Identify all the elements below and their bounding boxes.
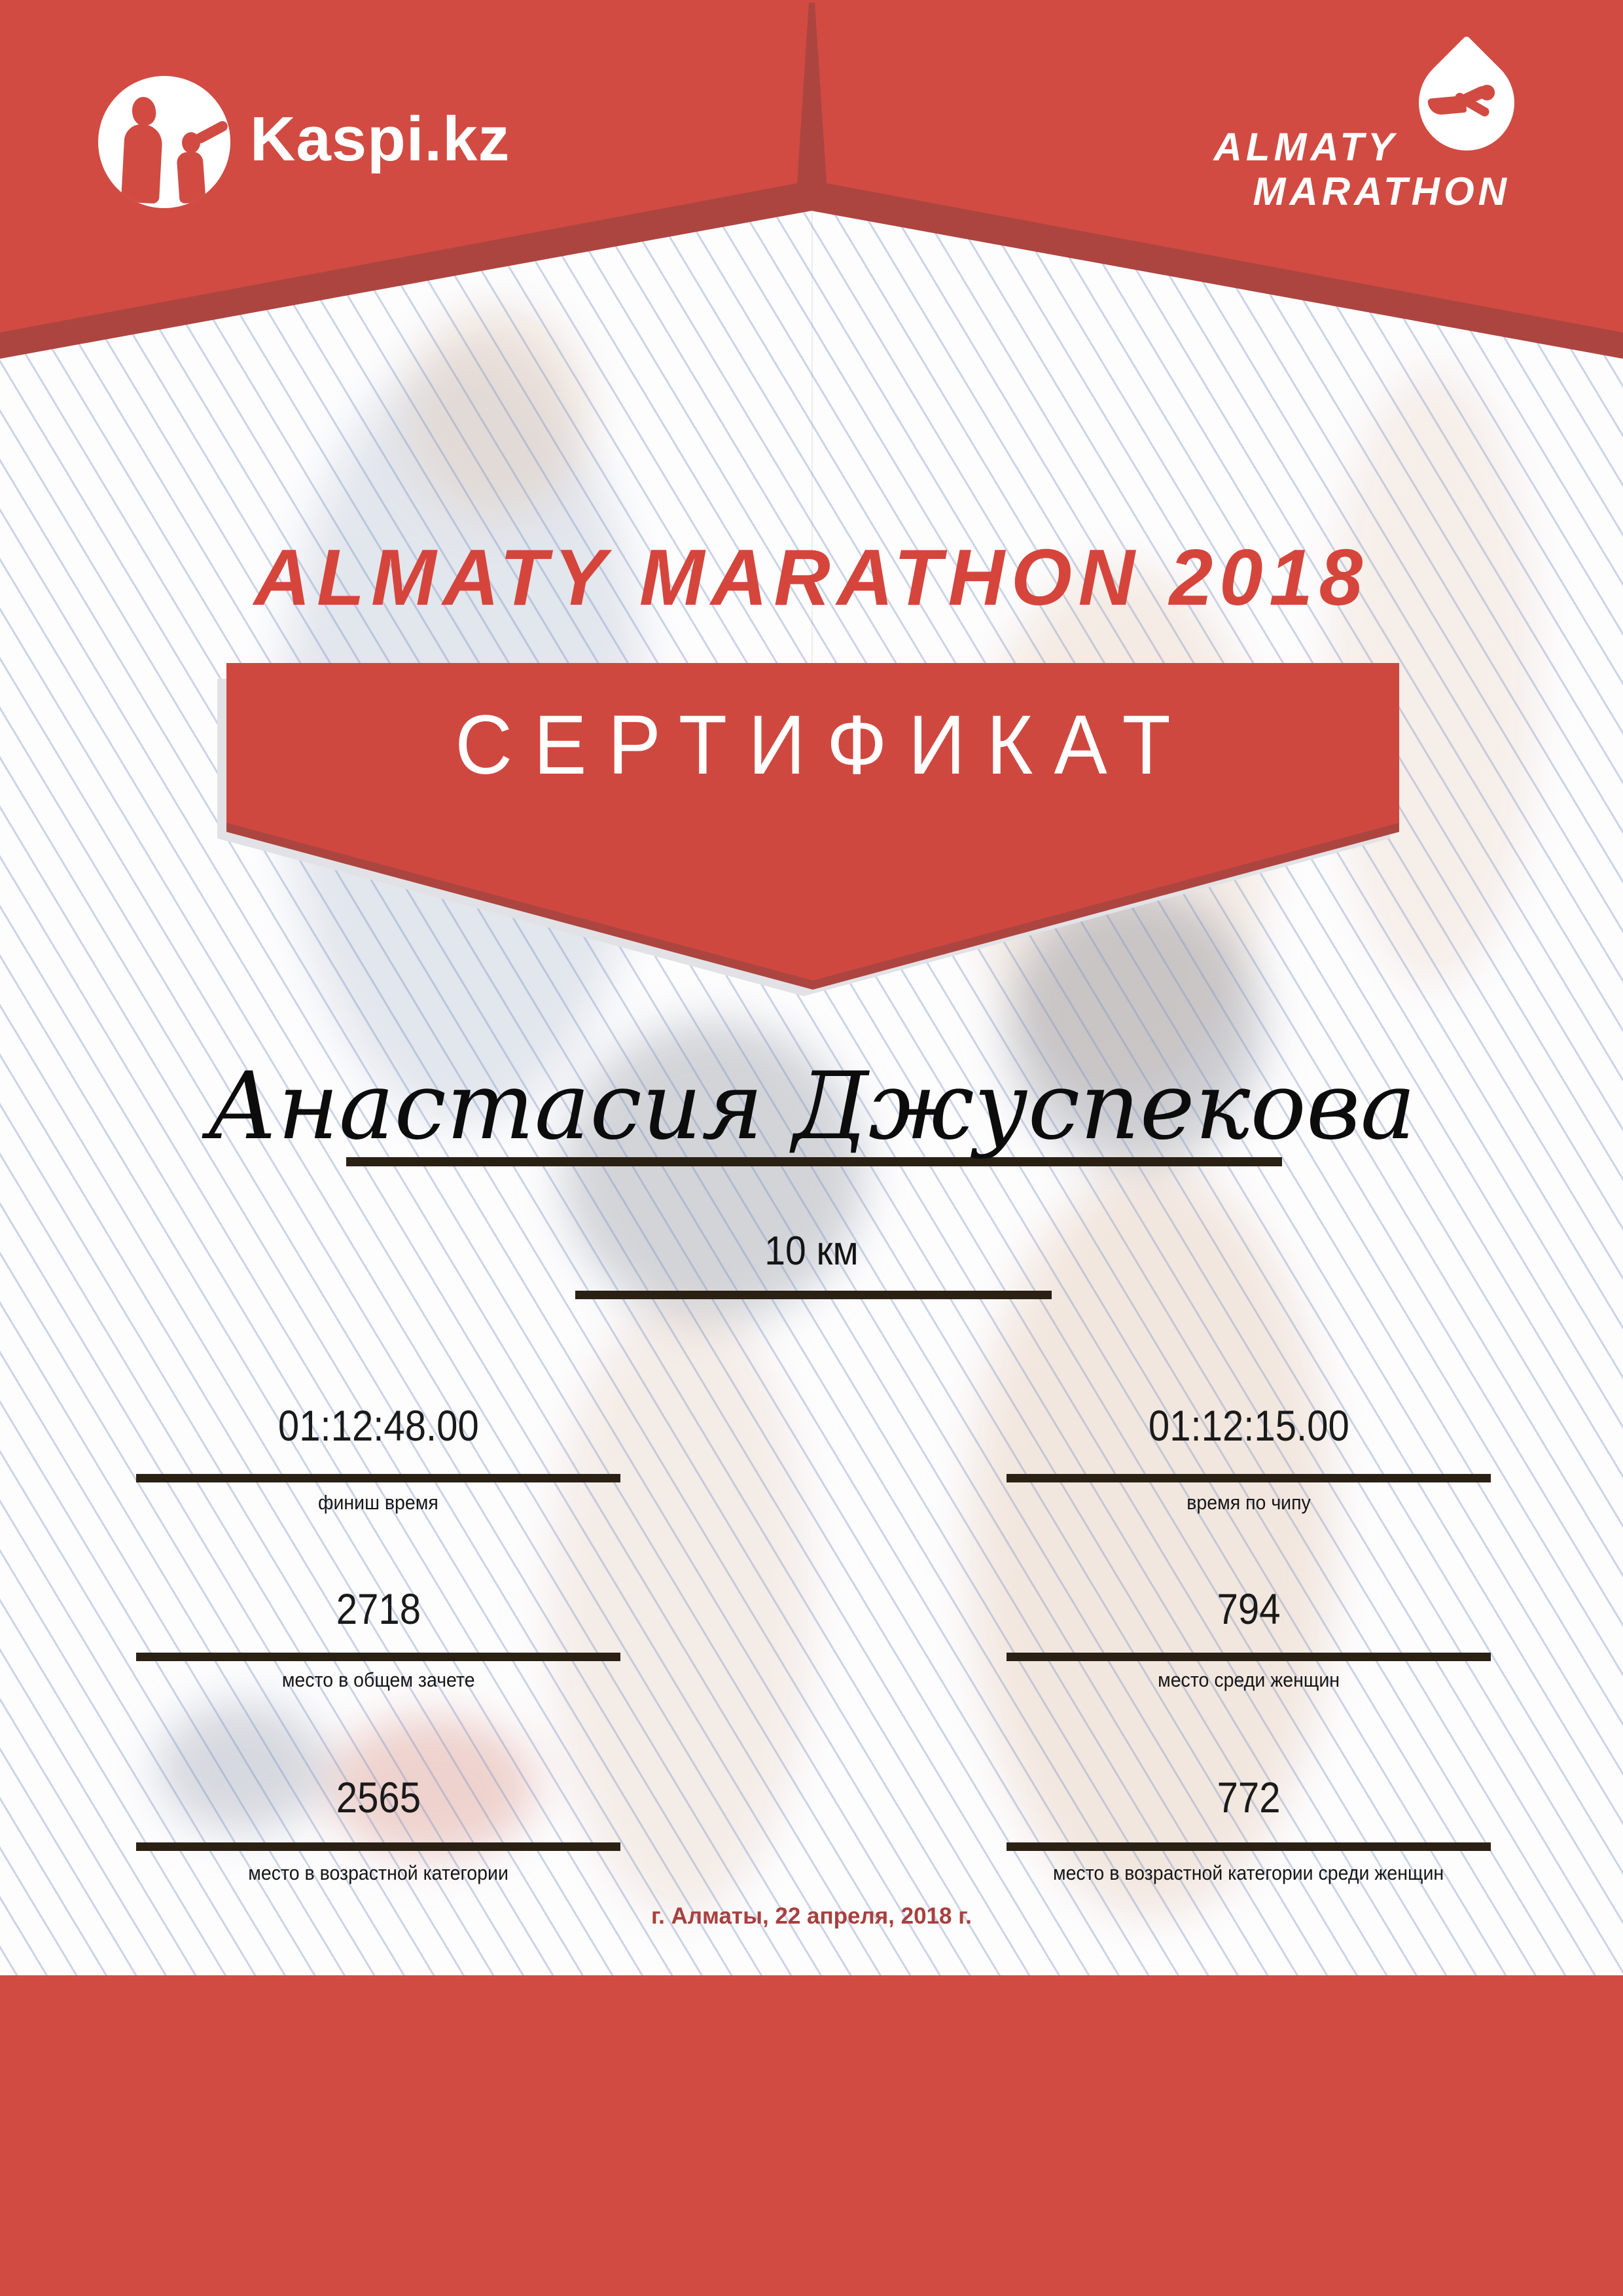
stat-rule [1007, 1474, 1491, 1482]
photo-blob [406, 308, 589, 517]
center-fold-seam [812, 196, 813, 975]
event-title: ALMATY MARATHON 2018 [254, 533, 1369, 622]
stat-rule [1007, 1653, 1491, 1661]
photo-blob [157, 1702, 327, 1833]
sponsor-footer: SHAKHMARDAN YESSENOV FOUNDATION Sulpak S… [0, 1975, 1623, 2296]
stat-rule [136, 1474, 620, 1482]
stat-age-women-place-label: место в возрастной категории среди женщи… [1053, 1861, 1444, 1884]
photo-blob [327, 1715, 537, 1859]
certificate-label: СЕРТИФИКАТ [455, 698, 1192, 792]
almaty-marathon-logo-text-2: MARATHON [1253, 170, 1510, 213]
photo-blob [563, 1021, 864, 1322]
stat-overall-place-label: место в общем зачете [281, 1668, 475, 1691]
recipient-name: Анастасия Джуспекова [207, 1052, 1416, 1160]
photo-blob [1008, 890, 1263, 1165]
stat-rule [1007, 1842, 1491, 1851]
stat-rule [136, 1842, 620, 1851]
stat-age-place-value: 2565 [336, 1773, 421, 1821]
stat-women-place-label: место среди женщин [1158, 1668, 1340, 1691]
distance-value: 10 км [764, 1229, 859, 1274]
stat-finish-time-label: финиш время [318, 1491, 438, 1514]
name-underline [346, 1157, 1282, 1166]
stat-finish-time-value: 01:12:48.00 [277, 1401, 479, 1450]
stat-rule [136, 1653, 620, 1661]
stat-chip-time-value: 01:12:15.00 [1148, 1401, 1349, 1450]
event-date: г. Алматы, 22 апреля, 2018 г. [651, 1903, 972, 1929]
photo-blob [550, 1296, 812, 1918]
distance-underline [575, 1291, 1052, 1299]
kaspi-adult-figure [130, 95, 158, 128]
stat-chip-time-label: время по чипу [1186, 1491, 1311, 1514]
stat-age-women-place-value: 772 [1217, 1773, 1281, 1821]
kaspi-logo-icon [98, 76, 230, 208]
kaspi-logo-text: Kaspi.kz [250, 104, 510, 174]
stat-overall-place-value: 2718 [336, 1585, 421, 1633]
photo-blob [969, 1165, 1335, 1918]
stat-women-place-value: 794 [1217, 1585, 1281, 1633]
stat-age-place-label: место в возрастной категории [248, 1861, 508, 1884]
certificate-ribbon: СЕРТИФИКАТ [217, 663, 1399, 1003]
almaty-marathon-logo-text-1: ALMATY [1213, 125, 1398, 169]
